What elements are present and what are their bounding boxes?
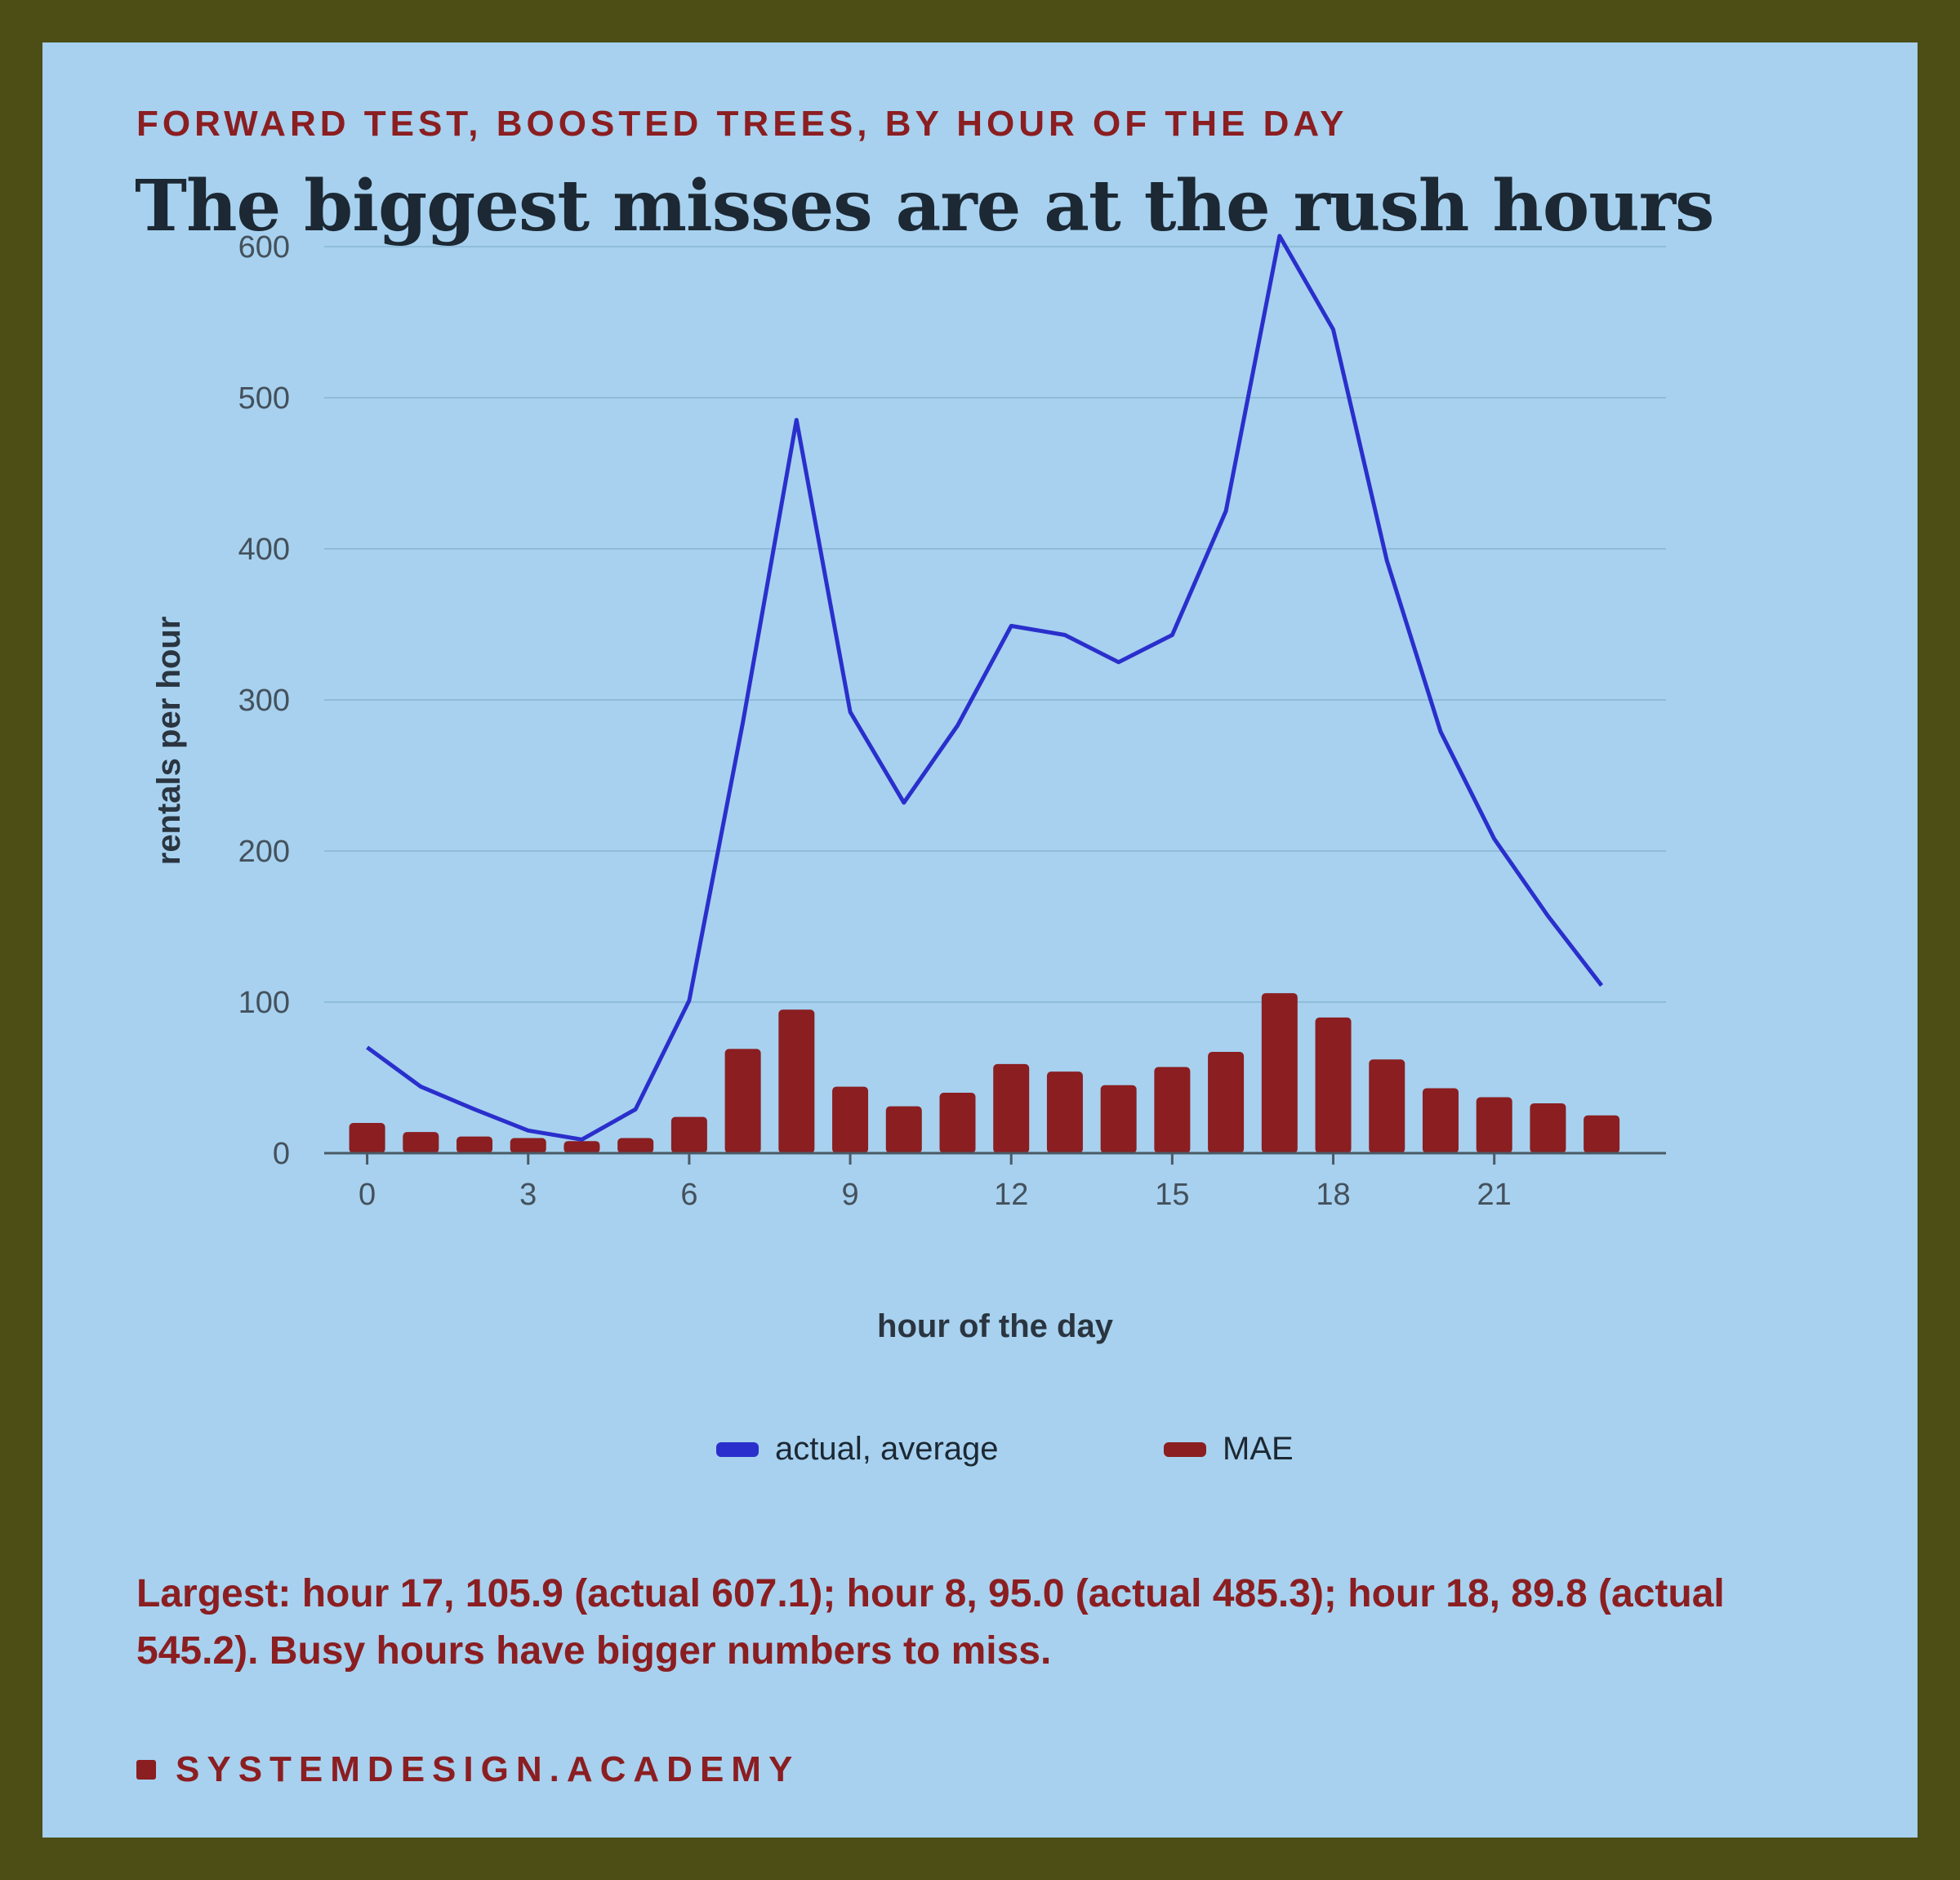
bar-mae — [1476, 1097, 1512, 1153]
y-tick-label: 100 — [238, 986, 290, 1020]
x-tick-label: 3 — [519, 1178, 537, 1212]
x-tick-label: 12 — [994, 1178, 1028, 1212]
bar-mae — [1369, 1059, 1405, 1153]
footer-brand[interactable]: SYSTEMDESIGN.ACADEMY — [136, 1749, 800, 1790]
x-tick-label: 15 — [1155, 1178, 1189, 1212]
chart-plot: 0 100 200 300 400 500 600 0 3 6 9 12 15 18 21 hour of t… — [151, 230, 1666, 1344]
chart-eyebrow: FORWARD TEST, BOOSTED TREES, BY HOUR OF … — [136, 104, 1348, 144]
y-tick-label: 200 — [238, 835, 290, 869]
line-actual-average — [366, 234, 1604, 1142]
bar-mae — [1315, 1017, 1352, 1153]
bar-mae — [939, 1093, 976, 1153]
x-tick-label: 18 — [1316, 1178, 1350, 1212]
bar-mae — [1261, 993, 1298, 1153]
x-tick-label: 21 — [1477, 1178, 1512, 1212]
bar-mae — [724, 1049, 761, 1153]
bar-mae — [832, 1086, 869, 1153]
bar-mae — [1422, 1088, 1459, 1153]
legend-swatch-actual — [716, 1441, 759, 1457]
bar-mae — [1154, 1067, 1191, 1153]
x-tick-label: 6 — [680, 1178, 697, 1212]
chart-card: FORWARD TEST, BOOSTED TREES, BY HOUR OF … — [42, 42, 1918, 1838]
y-axis-title: rentals per hour — [151, 617, 187, 866]
legend-label-mae: MAE — [1223, 1431, 1294, 1467]
bar-mae — [403, 1132, 439, 1153]
chart-title: The biggest misses are at the rush hours — [135, 165, 1714, 247]
brand-square-icon — [136, 1760, 156, 1780]
bar-mae — [1208, 1052, 1245, 1153]
bar-mae — [885, 1106, 922, 1153]
y-tick-label: 600 — [238, 230, 290, 265]
footer-brand-text: SYSTEMDESIGN.ACADEMY — [176, 1749, 800, 1789]
x-tick-label: 9 — [841, 1178, 858, 1212]
bar-mae — [457, 1136, 493, 1153]
bar-mae — [564, 1141, 600, 1153]
legend-swatch-mae — [1164, 1441, 1206, 1457]
bar-mae — [1584, 1115, 1620, 1153]
x-tick-label: 0 — [359, 1178, 376, 1212]
bar-mae — [349, 1123, 385, 1153]
bar-mae — [778, 1009, 815, 1153]
bar-mae — [1046, 1071, 1083, 1153]
bar-mae — [510, 1138, 546, 1153]
legend-label-actual: actual, average — [775, 1431, 999, 1467]
y-tick-label: 0 — [273, 1137, 290, 1171]
y-tick-label: 300 — [238, 684, 290, 718]
y-tick-label: 400 — [238, 532, 290, 567]
legend-item-actual[interactable]: actual, average — [716, 1431, 999, 1468]
bar-mae — [617, 1138, 654, 1153]
bar-mae — [1100, 1085, 1137, 1153]
y-tick-label: 500 — [238, 381, 290, 416]
bar-mae — [670, 1116, 707, 1153]
bar-mae — [1530, 1103, 1566, 1153]
x-axis-title: hour of the day — [877, 1308, 1114, 1344]
chart-legend: actual, average MAE — [42, 1431, 1918, 1480]
legend-item-mae[interactable]: MAE — [1164, 1431, 1294, 1468]
bar-mae — [993, 1063, 1030, 1153]
chart-annotation: Largest: hour 17, 105.9 (actual 607.1); … — [136, 1572, 1725, 1673]
